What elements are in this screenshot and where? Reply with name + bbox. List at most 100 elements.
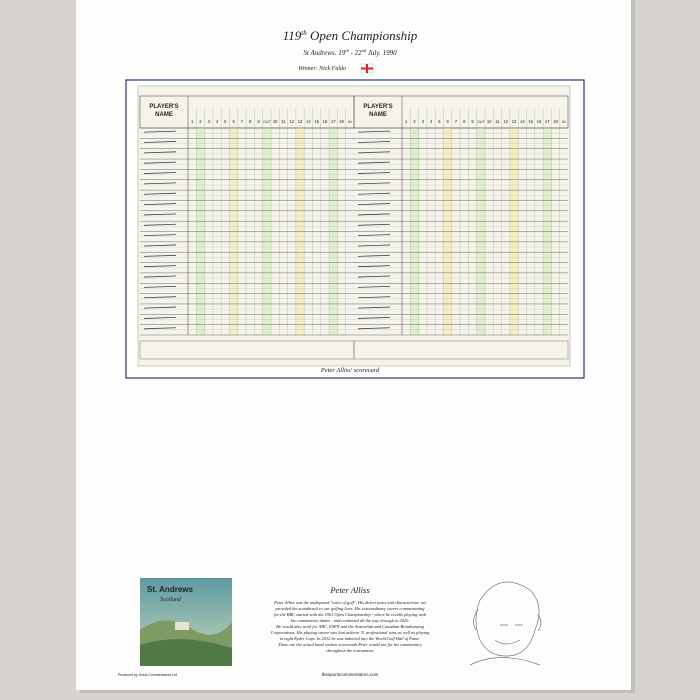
column-header: 10 bbox=[487, 119, 492, 124]
column-header: 7 bbox=[241, 119, 244, 124]
portrait-sketch bbox=[469, 581, 542, 666]
column-header: 12 bbox=[503, 119, 508, 124]
column-header: 12 bbox=[289, 119, 294, 124]
handwriting bbox=[357, 254, 391, 257]
handwriting bbox=[143, 275, 177, 278]
handwriting bbox=[357, 327, 391, 330]
column-header: 14 bbox=[306, 119, 311, 124]
column-header: 14 bbox=[520, 119, 525, 124]
handwriting bbox=[143, 285, 177, 288]
handwriting bbox=[357, 192, 391, 195]
handwriting bbox=[143, 265, 177, 268]
handwriting bbox=[357, 130, 391, 133]
handwriting bbox=[143, 130, 177, 133]
column-header: 11 bbox=[495, 119, 500, 124]
handwriting bbox=[357, 275, 391, 278]
column-header: 3 bbox=[208, 119, 211, 124]
column-header: IN bbox=[562, 120, 566, 124]
handwriting bbox=[357, 306, 391, 309]
bio-line: for the BBC started with the 1961 Open C… bbox=[274, 612, 427, 617]
handwriting bbox=[143, 234, 177, 237]
column-header: 5 bbox=[438, 119, 441, 124]
handwriting bbox=[357, 161, 391, 164]
bio-line: in eight Ryder Cups. In 2012 he was indu… bbox=[280, 636, 421, 641]
column-header: 8 bbox=[463, 119, 466, 124]
column-header: 17 bbox=[331, 119, 336, 124]
column-header: 13 bbox=[298, 119, 303, 124]
column-header: 6 bbox=[232, 119, 235, 124]
handwriting bbox=[143, 141, 177, 143]
handwriting bbox=[357, 285, 391, 288]
column-header: 3 bbox=[422, 119, 425, 124]
handwriting bbox=[357, 203, 391, 205]
handwriting bbox=[357, 265, 391, 268]
footer-center: thesportscommentators.com bbox=[322, 672, 379, 677]
handwriting bbox=[143, 306, 177, 309]
column-header: 1 bbox=[191, 119, 194, 124]
handwriting bbox=[143, 192, 177, 195]
handwriting bbox=[357, 141, 391, 143]
handwriting bbox=[357, 182, 391, 185]
flag bbox=[360, 63, 374, 74]
handwriting bbox=[357, 223, 391, 226]
bio-text: Peter Alliss was the undisputed "voice o… bbox=[271, 600, 431, 653]
column-header: 13 bbox=[512, 119, 517, 124]
column-header: 9 bbox=[471, 119, 474, 124]
artwork: St. Andrews Scotland bbox=[140, 578, 232, 666]
handwriting bbox=[357, 151, 391, 154]
bio-line: provided the soundtrack to our golfing l… bbox=[275, 606, 426, 611]
column-header: 5 bbox=[224, 119, 227, 124]
column-header: 16 bbox=[323, 119, 328, 124]
bio-line: Peter Alliss was the undisputed "voice o… bbox=[273, 600, 426, 605]
caption: Peter Alliss' scorecard bbox=[320, 367, 380, 374]
bio-heading: Peter Alliss bbox=[329, 585, 370, 595]
column-header: 4 bbox=[216, 119, 219, 124]
column-header: 7 bbox=[455, 119, 458, 124]
column-header: 2 bbox=[413, 119, 416, 124]
column-header: 15 bbox=[528, 119, 533, 124]
handwriting bbox=[357, 317, 391, 319]
column-header: OUT bbox=[263, 120, 271, 124]
column-header: 6 bbox=[446, 119, 449, 124]
handwriting bbox=[357, 213, 391, 216]
column-header: 10 bbox=[273, 119, 278, 124]
handwriting bbox=[143, 244, 177, 247]
name-header: NAME bbox=[155, 112, 173, 118]
column-header: IN bbox=[348, 120, 352, 124]
handwriting bbox=[357, 234, 391, 237]
handwriting bbox=[143, 182, 177, 185]
column-header: 1 bbox=[405, 119, 408, 124]
bio-line: He would also work for ABC, ESPN and the… bbox=[275, 624, 425, 630]
column-header: 8 bbox=[249, 119, 252, 124]
column-header: 4 bbox=[430, 119, 433, 124]
bio-line: throughout the tournament bbox=[326, 648, 374, 653]
column-header: 16 bbox=[537, 119, 542, 124]
name-header: PLAYER'S bbox=[149, 104, 178, 110]
handwriting bbox=[143, 223, 177, 226]
handwriting bbox=[357, 296, 391, 299]
score-block bbox=[353, 340, 569, 360]
column-header: 17 bbox=[545, 119, 550, 124]
bio-line: Corporations. His playing career saw him… bbox=[271, 630, 431, 635]
column-header: 18 bbox=[339, 119, 344, 124]
title: 119th Open Championship bbox=[283, 28, 418, 43]
column-header: 15 bbox=[314, 119, 319, 124]
column-header: 2 bbox=[199, 119, 202, 124]
handwriting bbox=[357, 172, 391, 174]
subtitle: St Andrews. 19th - 22nd July. 1990 bbox=[303, 48, 397, 57]
handwriting bbox=[143, 327, 177, 330]
handwriting bbox=[143, 151, 177, 154]
scorecard bbox=[137, 85, 571, 367]
handwriting bbox=[143, 254, 177, 257]
bio-line: These are the actual hand written scorec… bbox=[278, 642, 422, 647]
winner: Winner: Nick Faldo bbox=[298, 66, 346, 72]
name-header: PLAYER'S bbox=[363, 104, 392, 110]
bio-line: his commentary duties - and continued al… bbox=[291, 618, 410, 623]
column-header: 11 bbox=[281, 119, 286, 124]
artwork-subtitle: Scotland bbox=[160, 597, 182, 603]
handwriting bbox=[143, 161, 177, 164]
handwriting bbox=[143, 213, 177, 216]
